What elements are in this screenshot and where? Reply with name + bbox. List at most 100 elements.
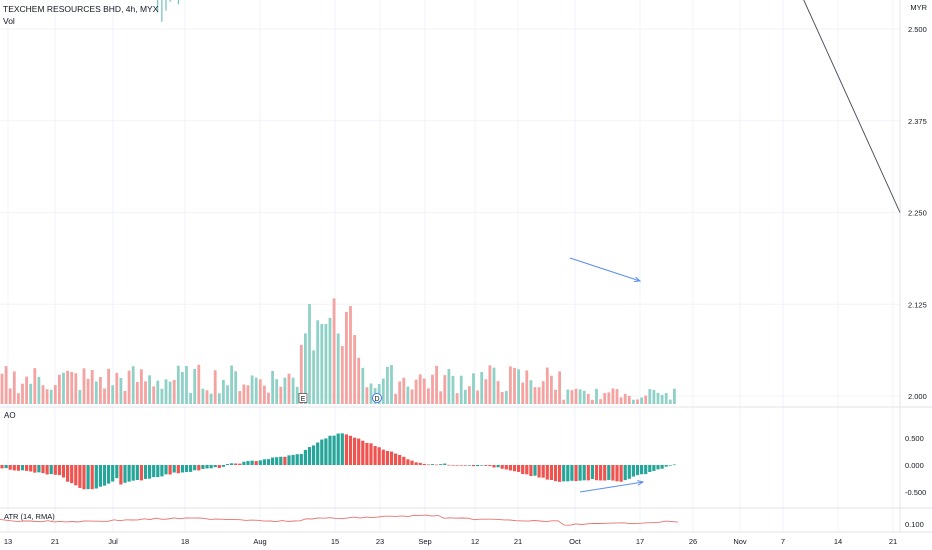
ao-bar xyxy=(303,449,307,465)
ao-bar xyxy=(98,465,102,487)
volume-bar xyxy=(119,377,123,404)
ao-bar xyxy=(25,465,29,471)
gridlines xyxy=(0,0,900,532)
ao-bar xyxy=(221,465,225,467)
volume-bar xyxy=(509,366,512,404)
ao-bar xyxy=(320,439,324,465)
volume-bar xyxy=(58,374,61,404)
ao-bar xyxy=(652,465,656,471)
ao-bar xyxy=(201,465,205,469)
ao-bar xyxy=(131,465,135,481)
volume-bar xyxy=(545,367,549,404)
volume-bar xyxy=(152,386,156,404)
ao-bar xyxy=(193,465,197,471)
ao-bar xyxy=(312,445,316,465)
price-tick-label: 2.000 xyxy=(908,392,927,401)
ao-bar xyxy=(213,465,217,468)
ao-bar xyxy=(176,465,180,474)
ao-bar xyxy=(299,453,303,465)
ao-bar xyxy=(287,455,291,465)
ao-bar xyxy=(664,465,668,467)
ao-bar xyxy=(435,464,439,466)
dividend-marker xyxy=(372,393,382,403)
ao-bar xyxy=(623,465,627,481)
volume-bar xyxy=(185,366,188,404)
ao-bar xyxy=(246,461,250,465)
volume-bar xyxy=(357,357,361,404)
ao-bar xyxy=(266,459,271,465)
volume-bar xyxy=(406,386,410,404)
ao-bar xyxy=(517,465,521,472)
ao-bar xyxy=(279,456,283,465)
volume-bar xyxy=(668,399,672,404)
ao-bar xyxy=(644,465,648,475)
time-tick-label: 17 xyxy=(636,537,644,546)
ao-bar xyxy=(254,461,258,465)
ao-bar xyxy=(496,465,500,468)
volume-bar xyxy=(353,335,356,404)
ao-bar xyxy=(234,463,238,465)
volume-bar xyxy=(287,373,291,404)
ao-bar xyxy=(20,465,25,471)
ao-bar xyxy=(512,465,517,472)
volume-bar xyxy=(607,392,611,404)
volume-bar xyxy=(168,381,172,404)
volume-bar xyxy=(29,383,33,404)
volume-bar xyxy=(332,298,336,404)
ao-bar xyxy=(455,465,459,466)
volume-bar xyxy=(279,386,283,404)
ao-bar xyxy=(250,460,254,465)
ao-bar xyxy=(398,455,402,465)
volume-bar xyxy=(439,391,443,404)
ao-bar xyxy=(70,465,74,484)
volume-bar xyxy=(435,365,438,404)
volume-bar xyxy=(496,381,500,404)
ao-bar xyxy=(275,457,279,465)
marker-shape xyxy=(298,393,308,403)
volume-bar xyxy=(226,385,229,404)
ao-bar xyxy=(422,463,426,465)
ao-bar xyxy=(340,433,344,465)
ao-bar xyxy=(12,465,16,471)
volume-bar xyxy=(246,385,250,404)
volume-bar xyxy=(103,388,106,404)
volume-bar xyxy=(107,368,110,404)
volume-bar xyxy=(78,389,82,404)
ao-bar xyxy=(631,465,635,477)
volume-bar xyxy=(455,393,459,404)
volume-bars xyxy=(0,298,676,404)
time-tick-label: 14 xyxy=(834,537,842,546)
ao-bar xyxy=(271,457,275,465)
volume-bar xyxy=(644,395,648,404)
volume-bar xyxy=(209,393,213,404)
volume-bar xyxy=(82,368,86,404)
volume-bar xyxy=(537,387,541,404)
ao-bar xyxy=(295,454,299,465)
ao-bar xyxy=(217,465,221,468)
ao-bar xyxy=(357,438,361,465)
ao-bar xyxy=(447,464,451,466)
volume-bar xyxy=(70,371,74,404)
ao-bar xyxy=(66,465,70,482)
volume-bar xyxy=(127,370,131,404)
ao-bar xyxy=(443,463,447,465)
ao-bar xyxy=(152,465,156,478)
ao-bar xyxy=(615,465,619,482)
time-tick-label: Sep xyxy=(418,537,431,546)
volume-bar xyxy=(574,388,578,404)
volume-bar xyxy=(480,371,484,404)
price-tick-label: 2.125 xyxy=(908,300,927,309)
volume-bar xyxy=(648,389,652,404)
volume-bar xyxy=(361,367,365,404)
ao-histogram xyxy=(0,433,676,490)
volume-bar xyxy=(17,393,20,404)
volume-bar xyxy=(160,388,164,404)
volume-bar xyxy=(189,392,192,404)
ao-bar xyxy=(156,465,160,478)
ao-bar xyxy=(242,461,246,465)
ao-bar xyxy=(197,465,201,471)
volume-bar xyxy=(627,395,631,404)
volume-bar xyxy=(463,389,467,404)
ao-bar xyxy=(381,449,385,465)
